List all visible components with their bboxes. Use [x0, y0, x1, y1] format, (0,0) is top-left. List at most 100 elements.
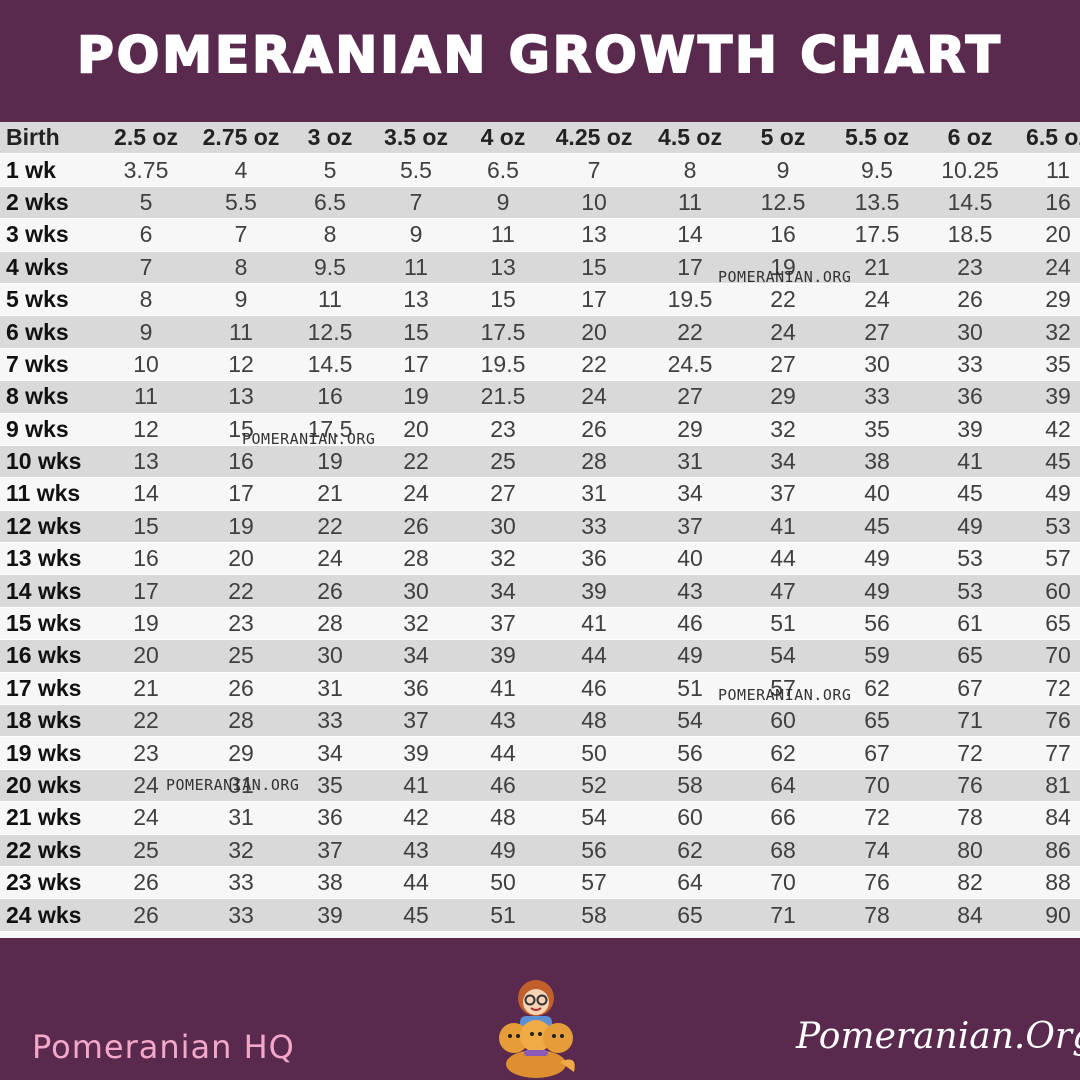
table-cell: 11: [290, 283, 370, 317]
growth-table-container: Birth 2.5 oz 2.75 oz 3 oz 3.5 oz 4 oz 4.25 oz 4…: [0, 122, 1080, 938]
table-cell: 5: [290, 153, 370, 187]
table-cell: 31: [290, 672, 370, 706]
table-row: 13 wks 16 20 24 28 32 36 40 44 49 53 57: [0, 542, 1080, 576]
table-cell: 6.5: [462, 153, 544, 187]
table-cell: 16: [290, 380, 370, 414]
table-row: 5 wks 8 9 11 13 15 17 19.5 22 24 26 29: [0, 283, 1080, 317]
table-cell: 84: [1016, 801, 1080, 835]
row-label: 17 wks: [0, 672, 100, 706]
table-cell: 81: [1016, 769, 1080, 803]
table-cell: 19: [100, 607, 192, 641]
table-cell: 19: [370, 380, 462, 414]
table-cell: 17.5: [830, 218, 924, 252]
table-cell: 39: [370, 736, 462, 770]
table-row: 20 wks 24 31 35 41 46 52 58 64 70 76 81: [0, 769, 1080, 803]
table-cell: 28: [544, 445, 644, 479]
row-label: 22 wks: [0, 834, 100, 867]
table-cell: 49: [1016, 477, 1080, 511]
table-cell: 22: [544, 348, 644, 382]
table-cell: 65: [1016, 607, 1080, 641]
table-cell: 7: [370, 186, 462, 220]
table-cell: 24: [1016, 251, 1080, 284]
table-row: 8 wks 11 13 16 19 21.5 24 27 29 33 36 39: [0, 380, 1080, 414]
table-cell: 64: [644, 866, 736, 900]
table-cell: 70: [736, 866, 830, 900]
table-cell: 18.5: [924, 218, 1016, 252]
table-cell: 15: [370, 315, 462, 349]
table-cell: 60: [1016, 574, 1080, 608]
table-cell: 41: [736, 510, 830, 544]
table-cell: 70: [1016, 639, 1080, 673]
table-cell: 60: [736, 704, 830, 738]
table-cell: 54: [544, 801, 644, 835]
table-cell: 46: [644, 607, 736, 641]
table-cell: 26: [924, 283, 1016, 317]
column-header: 3.5 oz: [370, 122, 462, 155]
table-cell: 49: [830, 574, 924, 608]
table-cell: 19: [736, 251, 830, 284]
table-cell: 16: [192, 445, 290, 479]
table-cell: 61: [924, 607, 1016, 641]
column-header: 4.25 oz: [544, 122, 644, 155]
table-cell: 23: [924, 251, 1016, 284]
table-cell: 14: [644, 218, 736, 252]
table-cell: 41: [924, 445, 1016, 479]
table-cell: 49: [924, 510, 1016, 544]
table-cell: 27: [736, 348, 830, 382]
table-cell: 54: [736, 639, 830, 673]
table-cell: 23: [462, 413, 544, 446]
table-cell: 43: [370, 834, 462, 867]
table-cell: 56: [544, 834, 644, 867]
row-label: 10 wks: [0, 445, 100, 479]
table-cell: 33: [830, 380, 924, 414]
column-header: 4 oz: [462, 122, 544, 155]
table-cell: 9: [462, 186, 544, 220]
table-cell: 9: [192, 283, 290, 317]
column-header: 2.75 oz: [192, 122, 290, 155]
table-cell: 20: [1016, 218, 1080, 252]
table-cell: 7: [100, 251, 192, 284]
table-cell: 53: [1016, 510, 1080, 544]
table-row: 10 wks 13 16 19 22 25 28 31 34 38 41 45: [0, 445, 1080, 479]
table-cell: 2.5 lbs: [192, 931, 290, 938]
table-cell: 20: [370, 413, 462, 446]
table-cell: 32: [370, 607, 462, 641]
table-row: 2 wks 5 5.5 6.5 7 9 10 11 12.5 13.5 14.5 16: [0, 186, 1080, 220]
table-cell: 36: [924, 380, 1016, 414]
table-row: 1 wk 3.75 4 5 5.5 6.5 7 8 9 9.5 10.25 11: [0, 153, 1080, 187]
table-cell: 31: [192, 769, 290, 803]
table-row: 7 wks 10 12 14.5 17 19.5 22 24.5 27 30 33 35: [0, 348, 1080, 382]
brand-left: Pomeranian HQ: [32, 1028, 295, 1066]
table-cell: 24: [544, 380, 644, 414]
table-cell: 17: [370, 348, 462, 382]
table-cell: 30: [462, 510, 544, 544]
table-cell: 39: [924, 413, 1016, 446]
table-cell: 27: [644, 380, 736, 414]
table-cell: 20: [100, 639, 192, 673]
table-cell: 13: [544, 218, 644, 252]
column-header: 6.5 oz: [1016, 122, 1080, 155]
table-cell: 39: [290, 898, 370, 932]
table-cell: 43: [462, 704, 544, 738]
table-cell: 24: [830, 283, 924, 317]
table-cell: 4.5 lbs: [544, 931, 644, 938]
table-row: 23 wks 26 33 38 44 50 57 64 70 76 82 88: [0, 866, 1080, 900]
table-cell: 37: [736, 477, 830, 511]
column-header: 5.5 oz: [830, 122, 924, 155]
header-band: POMERANIAN GROWTH CHART: [0, 0, 1080, 122]
table-cell: 71: [736, 898, 830, 932]
table-row: 22 wks 25 32 37 43 49 56 62 68 74 80 86: [0, 834, 1080, 867]
table-cell: 19: [290, 445, 370, 479]
table-cell: 30: [830, 348, 924, 382]
table-cell: 8: [192, 251, 290, 284]
table-cell: 53: [924, 542, 1016, 576]
table-cell: 45: [830, 510, 924, 544]
table-cell: 15: [462, 283, 544, 317]
table-cell: 76: [924, 769, 1016, 803]
table-cell: 56: [644, 736, 736, 770]
row-label: 9 wks: [0, 413, 100, 446]
row-label: 20 wks: [0, 769, 100, 803]
table-cell: 36: [370, 672, 462, 706]
table-cell: 17: [100, 574, 192, 608]
table-cell: 20: [192, 542, 290, 576]
